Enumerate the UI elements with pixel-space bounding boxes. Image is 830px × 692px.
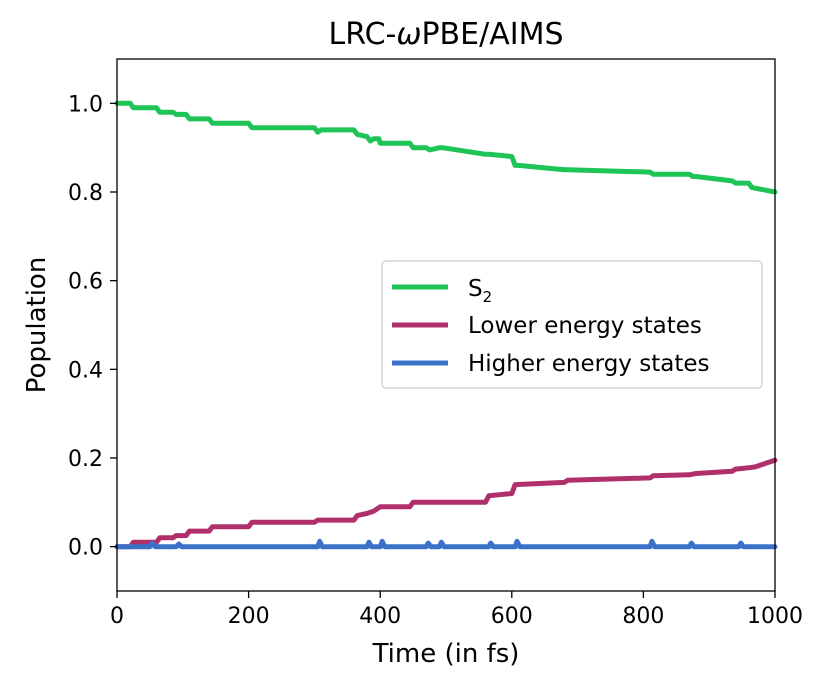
series-lower-energy-line (114, 457, 778, 550)
legend-label-s2-main: S (468, 276, 483, 302)
legend-label-lower-energy: Lower energy states (468, 313, 702, 339)
y-tick-label: 0.6 (68, 270, 103, 295)
x-tick-label: 0 (110, 604, 124, 629)
x-tick-label: 400 (359, 604, 401, 629)
legend-label-higher-energy: Higher energy states (468, 351, 709, 377)
y-tick-label: 0.0 (68, 536, 103, 561)
y-axis: 0.0 0.2 0.4 0.6 0.8 1.0 (68, 92, 117, 561)
series-s2-line (114, 100, 778, 195)
y-tick-label: 0.2 (68, 447, 103, 472)
x-axis-label: Time (in fs) (372, 639, 520, 669)
y-axis-label: Population (22, 257, 52, 394)
x-tick-label: 600 (491, 604, 533, 629)
chart-title-suffix: PBE/AIMS (421, 17, 563, 52)
legend: S2 Lower energy states Higher energy sta… (381, 260, 763, 389)
chart-title-prefix: LRC- (329, 17, 397, 52)
x-tick-label: 200 (228, 604, 270, 629)
legend-box (381, 260, 763, 389)
y-tick-label: 0.8 (68, 181, 103, 206)
legend-label-s2-sub: 2 (483, 288, 493, 306)
plot-area (114, 58, 778, 592)
plot-frame (116, 58, 776, 592)
series-higher-energy-line (114, 538, 778, 550)
x-axis: 0 200 400 600 800 1000 (110, 591, 803, 629)
y-tick-label: 0.4 (68, 358, 103, 383)
series-layer (114, 100, 778, 550)
chart-title-omega: ω (396, 17, 421, 52)
x-tick-label: 800 (622, 604, 664, 629)
chart-title: LRC-ωPBE/AIMS (329, 17, 564, 52)
legend-label-s2: S2 (468, 276, 492, 306)
y-tick-label: 1.0 (68, 92, 103, 117)
x-tick-label: 1000 (747, 604, 803, 629)
